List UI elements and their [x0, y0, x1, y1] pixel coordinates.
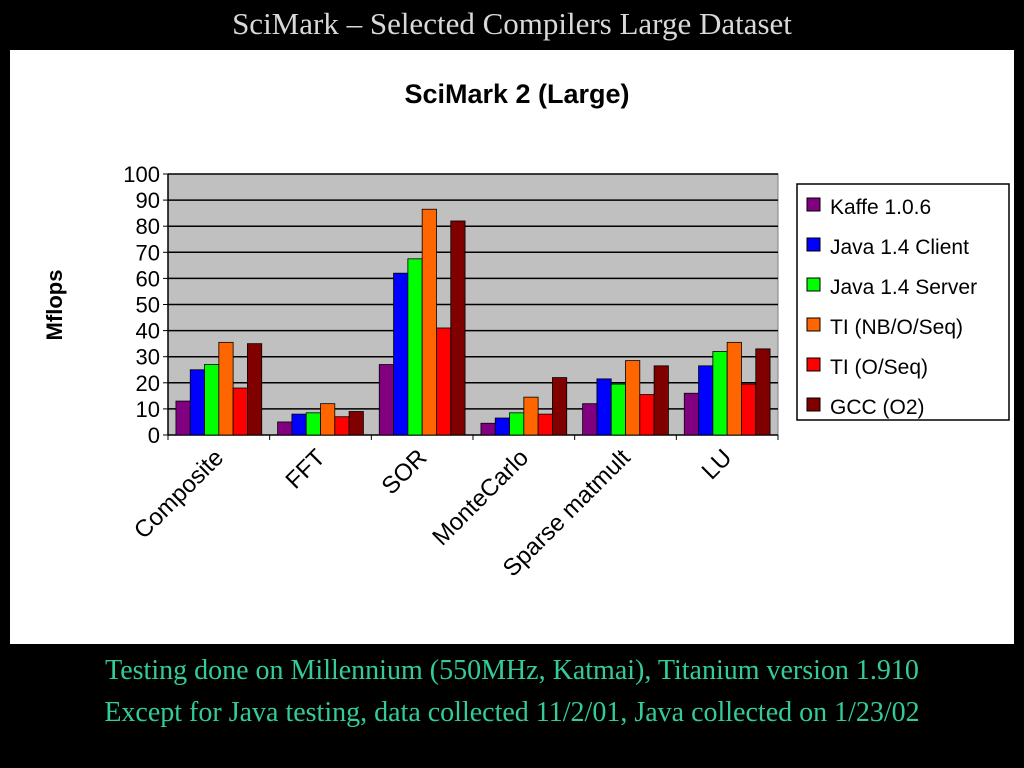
bar-fft-5: [348, 411, 364, 436]
slide-title: SciMark – Selected Compilers Large Datas…: [232, 6, 792, 41]
x-tick-label: LU: [697, 444, 738, 485]
footnote-dates: Except for Java testing, data collected …: [104, 697, 920, 728]
bar-montecarlo-1: [494, 417, 510, 436]
y-tick-label: 100: [123, 162, 160, 187]
bar-sor-3: [421, 208, 437, 436]
bar-lu-5: [755, 348, 771, 436]
legend-entry: TI (O/Seq): [830, 356, 928, 379]
y-tick-label: 30: [136, 345, 160, 370]
bar-chart: SciMark 2 (Large) Mflops 010203040506070…: [42, 79, 1010, 582]
bar-fft-0: [277, 421, 293, 436]
y-tick-label: 10: [136, 397, 160, 422]
bar-montecarlo-4: [537, 413, 553, 436]
bar-sor-4: [436, 327, 452, 436]
bar-lu-2: [712, 351, 728, 436]
bar-sparse-matmult-1: [596, 378, 612, 436]
y-tick-label: 60: [136, 266, 160, 291]
y-tick-label: 70: [136, 240, 160, 265]
bar-lu-4: [741, 383, 757, 436]
chart-title: SciMark 2 (Large): [404, 79, 629, 109]
bar-composite-1: [189, 369, 205, 436]
bar-composite-4: [232, 387, 248, 436]
y-axis-label: Mflops: [42, 270, 67, 341]
bar-sparse-matmult-2: [610, 383, 626, 436]
bar-lu-3: [726, 341, 742, 436]
legend-swatch: [806, 357, 821, 372]
x-tick-label: FFT: [281, 444, 331, 494]
bar-fft-1: [291, 413, 307, 436]
x-tick-label: Composite: [129, 444, 229, 544]
legend-entry: Java 1.4 Client: [830, 236, 969, 259]
bar-fft-3: [320, 403, 336, 436]
bar-sor-0: [378, 364, 394, 436]
legend-entry: GCC (O2): [830, 396, 925, 419]
bar-sor-1: [393, 272, 409, 436]
bar-composite-0: [175, 400, 191, 436]
bar-lu-0: [683, 392, 699, 436]
bar-sor-2: [407, 258, 423, 436]
y-tick-label: 40: [136, 319, 160, 344]
bar-lu-1: [698, 365, 714, 436]
footnote-hardware: Testing done on Millennium (550MHz, Katm…: [105, 655, 919, 686]
y-tick-label: 90: [136, 188, 160, 213]
chart-panel: SciMark 2 (Large) Mflops 0 10 20 30 40 50 60 70…: [10, 50, 1014, 644]
x-tick-label: MonteCarlo: [427, 444, 534, 551]
legend-swatch: [806, 197, 821, 212]
bar-montecarlo-5: [552, 377, 568, 436]
legend-box: [796, 183, 1010, 421]
legend-entry: Kaffe 1.0.6: [830, 196, 931, 219]
bar-sparse-matmult-0: [582, 403, 598, 436]
y-tick-label: 80: [136, 214, 160, 239]
bar-montecarlo-0: [480, 422, 496, 436]
legend-swatch: [806, 277, 821, 292]
legend-swatch: [806, 397, 821, 412]
bar-sparse-matmult-5: [653, 365, 669, 436]
y-tick-label: 50: [136, 293, 160, 318]
bar-composite-2: [204, 364, 220, 436]
legend-swatch: [806, 237, 821, 252]
bar-montecarlo-2: [509, 412, 525, 436]
y-tick-label: 20: [136, 371, 160, 396]
bar-fft-2: [305, 412, 321, 436]
x-tick-label: SOR: [377, 444, 433, 500]
bar-composite-5: [247, 343, 263, 436]
legend-entry: TI (NB/O/Seq): [830, 316, 963, 339]
legend-swatch: [806, 317, 821, 332]
bar-composite-3: [218, 341, 234, 436]
legend: Kaffe 1.0.6 Java 1.4 Client Java 1.4 Serve…: [796, 183, 1010, 421]
bar-sparse-matmult-4: [639, 394, 655, 436]
legend-entry: Java 1.4 Server: [830, 276, 977, 299]
bar-fft-4: [334, 416, 350, 436]
bar-montecarlo-3: [523, 396, 539, 436]
bar-sparse-matmult-3: [625, 360, 641, 436]
y-tick-label: 0: [148, 423, 160, 448]
bar-sor-5: [450, 220, 466, 436]
